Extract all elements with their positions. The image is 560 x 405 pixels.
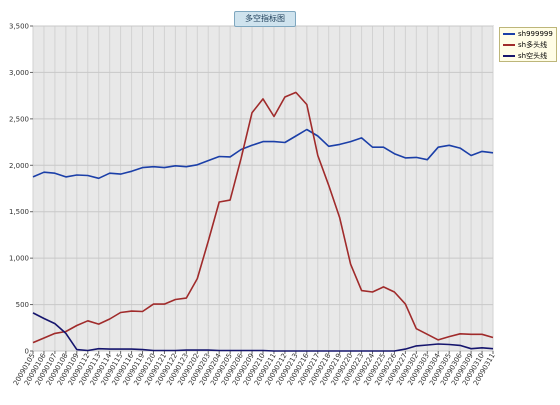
- legend-item-sh999999: sh999999: [500, 29, 556, 39]
- series-line-long: [32, 91, 494, 344]
- legend-swatch-long-line: [503, 44, 515, 46]
- legend-label-sh999999: sh999999: [518, 30, 553, 38]
- y-tick-label: 3,000: [9, 69, 29, 77]
- series-line-short: [32, 312, 494, 352]
- legend-swatch-sh999999: [503, 33, 515, 35]
- legend-label-short-line: sh空头线: [518, 52, 548, 60]
- y-tick-label: 500: [16, 301, 29, 309]
- legend-swatch-short-line: [503, 55, 515, 57]
- legend-label-long-line: sh多头线: [518, 41, 548, 49]
- series-line-sh999999: [32, 128, 494, 180]
- legend: sh999999 sh多头线 sh空头线: [499, 27, 557, 62]
- y-tick-label: 1,500: [9, 208, 29, 216]
- legend-item-short-line: sh空头线: [500, 51, 556, 61]
- chart-title: 多空指标图: [234, 11, 296, 27]
- y-tick-label: 0: [25, 348, 29, 356]
- y-tick-label: 3,500: [9, 23, 29, 31]
- y-tick-label: 2,500: [9, 115, 29, 123]
- y-tick-label: 1,000: [9, 255, 29, 263]
- legend-item-long-line: sh多头线: [500, 40, 556, 50]
- y-tick-label: 2,000: [9, 162, 29, 170]
